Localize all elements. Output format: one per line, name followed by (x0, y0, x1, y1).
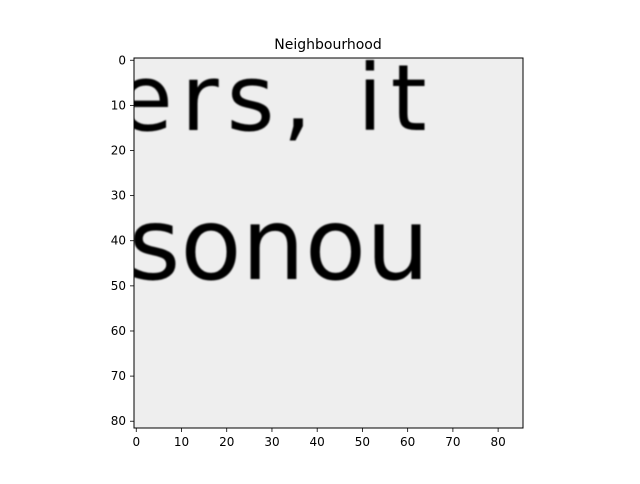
image-text-line: rge th (120, 418, 473, 480)
x-tick-label: 40 (310, 435, 325, 449)
y-tick-label: 20 (111, 144, 126, 158)
y-tick-label: 30 (111, 189, 126, 203)
x-tick-label: 30 (264, 435, 279, 449)
y-tick-label: 60 (111, 324, 126, 338)
chart-title: Neighbourhood (274, 37, 381, 53)
scanned-text-image: ers, it sonou rge th (116, 45, 473, 480)
plot-area: ers, it sonou rge th (116, 45, 523, 480)
x-tick-label: 50 (355, 435, 370, 449)
image-text-line: ers, it (116, 45, 434, 152)
x-tick-label: 80 (490, 435, 505, 449)
y-tick-label: 40 (111, 234, 126, 248)
x-tick-label: 10 (174, 435, 189, 449)
x-tick-label: 70 (445, 435, 460, 449)
y-tick-label: 50 (111, 279, 126, 293)
image-text-line: sonou (128, 186, 429, 303)
y-tick-label: 70 (111, 369, 126, 383)
x-tick-label: 0 (132, 435, 140, 449)
image-background (134, 58, 523, 428)
y-tick-label: 10 (111, 98, 126, 112)
plot-frame (133, 57, 524, 429)
y-axis: 0 10 20 30 40 50 60 70 80 (111, 53, 134, 428)
y-tick-label: 0 (118, 53, 126, 67)
x-tick-label: 20 (219, 435, 234, 449)
x-tick-label: 60 (400, 435, 415, 449)
y-tick-label: 80 (111, 414, 126, 428)
x-axis: 0 10 20 30 40 50 60 70 80 (132, 428, 506, 449)
